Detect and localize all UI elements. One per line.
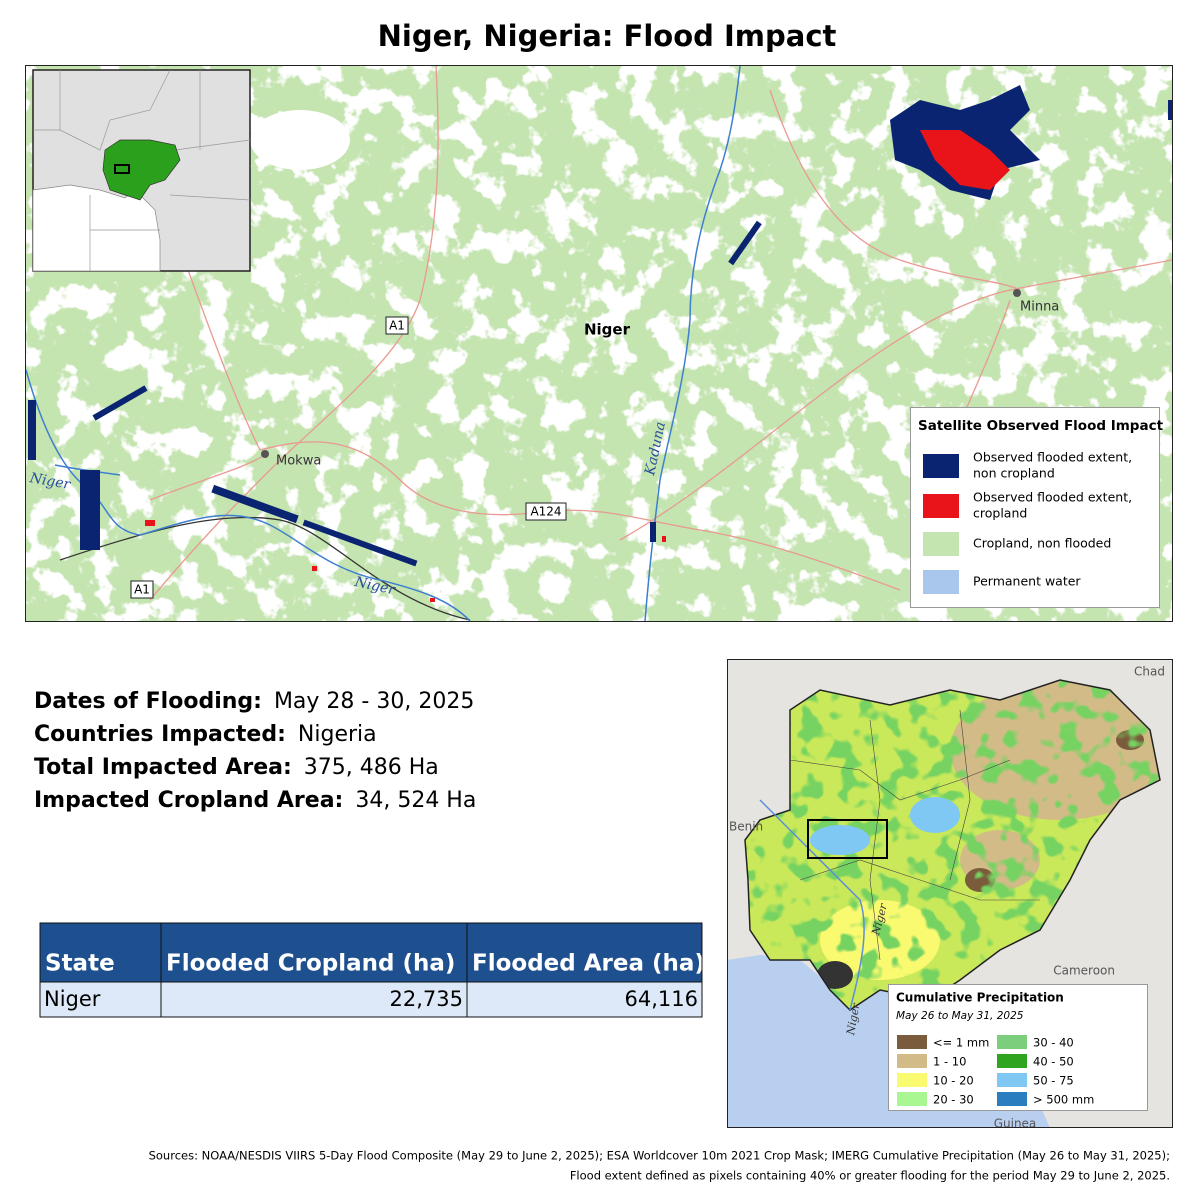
roads [149,66,1172,601]
fact-value: 375, 486 Ha [304,755,439,780]
non-cropland-area [250,110,350,170]
table-header: Flooded Cropland (ha) [166,951,455,977]
legend-label: cropland [973,506,1027,521]
legend-label: 1 - 10 [933,1055,966,1069]
city-label: Mokwa [276,454,321,469]
legend-label: 30 - 40 [1033,1036,1074,1050]
table-header: Flooded Area (ha) [472,951,705,977]
legend-swatch [997,1092,1027,1106]
fact: Dates of Flooding: May 28 - 30, 2025 [34,689,474,714]
city-label: Minna [1020,300,1059,315]
legend-swatch [997,1035,1027,1049]
table-cell: 64,116 [625,987,698,1011]
sources-line: Sources: NOAA/NESDIS VIIRS 5-Day Flood C… [149,1149,1170,1163]
area-of-interest [807,819,888,859]
precip-map-frame [727,659,1173,1128]
legend-label: 10 - 20 [933,1074,974,1088]
legend-subtitle: May 26 to May 31, 2025 [896,1010,1024,1022]
country-label: Benin [729,820,763,834]
river-label: Niger [28,470,73,493]
legend-label: non cropland [973,466,1055,481]
legend-label: > 500 mm [1033,1093,1094,1107]
table-cell: 22,735 [390,987,463,1011]
legend-label: Cropland, non flooded [973,536,1111,551]
legend-swatch [997,1054,1027,1068]
fact-value: 34, 524 Ha [355,788,476,813]
legend-label: <= 1 mm [933,1036,989,1050]
flood-facts: Dates of Flooding: May 28 - 30, 2025 Count… [34,689,476,813]
legend-swatch [923,454,959,478]
table-header: State [45,951,115,977]
flood-cropland [145,130,1010,602]
nigeria-border [744,679,1161,1011]
legend-label: Permanent water [973,574,1081,589]
fact-value: Nigeria [298,722,377,747]
city-marker [261,450,269,458]
country-label: Cameroon [1053,964,1115,978]
road-label: A124 [530,505,561,519]
legend-label: Observed flooded extent, [973,490,1132,505]
fact-label: Dates of Flooding: [34,689,262,714]
precip-map: Chad Benin Cameroon Guinea Niger Niger C… [727,659,1173,1131]
legend-swatch [897,1035,927,1049]
main-map-frame [25,65,1173,622]
legend-swatch [923,532,959,556]
page-title: Niger, Nigeria: Flood Impact [378,19,837,53]
table-cell: Niger [44,987,101,1011]
legend-swatch [923,570,959,594]
precip-legend: Cumulative Precipitation May 26 to May 3… [888,984,1148,1111]
inset-map [32,69,251,272]
fact: Total Impacted Area: 375, 486 Ha [34,755,439,780]
fact-label: Total Impacted Area: [34,755,292,780]
legend-label: Observed flooded extent, [973,450,1132,465]
fact: Impacted Cropland Area: 34, 524 Ha [34,788,476,813]
table-frame [39,922,703,1018]
state-borders [789,709,1040,961]
legend-label: 20 - 30 [933,1093,974,1107]
state-label: Niger [584,321,631,339]
legend-label: 50 - 75 [1033,1074,1074,1088]
road-label: A1 [134,583,150,597]
legend-swatch [997,1073,1027,1087]
legend-swatch [897,1092,927,1106]
table-header-bg [40,923,702,982]
legend-swatch [923,494,959,518]
legend-label: 40 - 50 [1033,1055,1074,1069]
legend-swatch [897,1054,927,1068]
fact: Countries Impacted: Nigeria [34,722,377,747]
table-row-bg [40,982,702,1017]
flood-legend: Satellite Observed Flood Impact Observed… [910,407,1164,608]
fact-label: Impacted Cropland Area: [34,788,343,813]
city-marker [1013,289,1021,297]
impact-table: State Flooded Cropland (ha) Flooded Area (… [39,922,705,1018]
country-label: Guinea [994,1117,1037,1131]
river [759,799,865,1011]
legend-swatch [897,1073,927,1087]
legend-title: Cumulative Precipitation [896,991,1064,1005]
fact-value: May 28 - 30, 2025 [274,689,474,714]
road-shields: A1 A1 A124 [130,316,567,599]
country-label: Chad [1134,665,1165,679]
fact-label: Countries Impacted: [34,722,286,747]
sources-line: Flood extent defined as pixels containin… [570,1169,1170,1183]
river-label: Niger [844,1002,863,1037]
legend-title: Satellite Observed Flood Impact [918,418,1164,434]
road-label: A1 [389,319,405,333]
